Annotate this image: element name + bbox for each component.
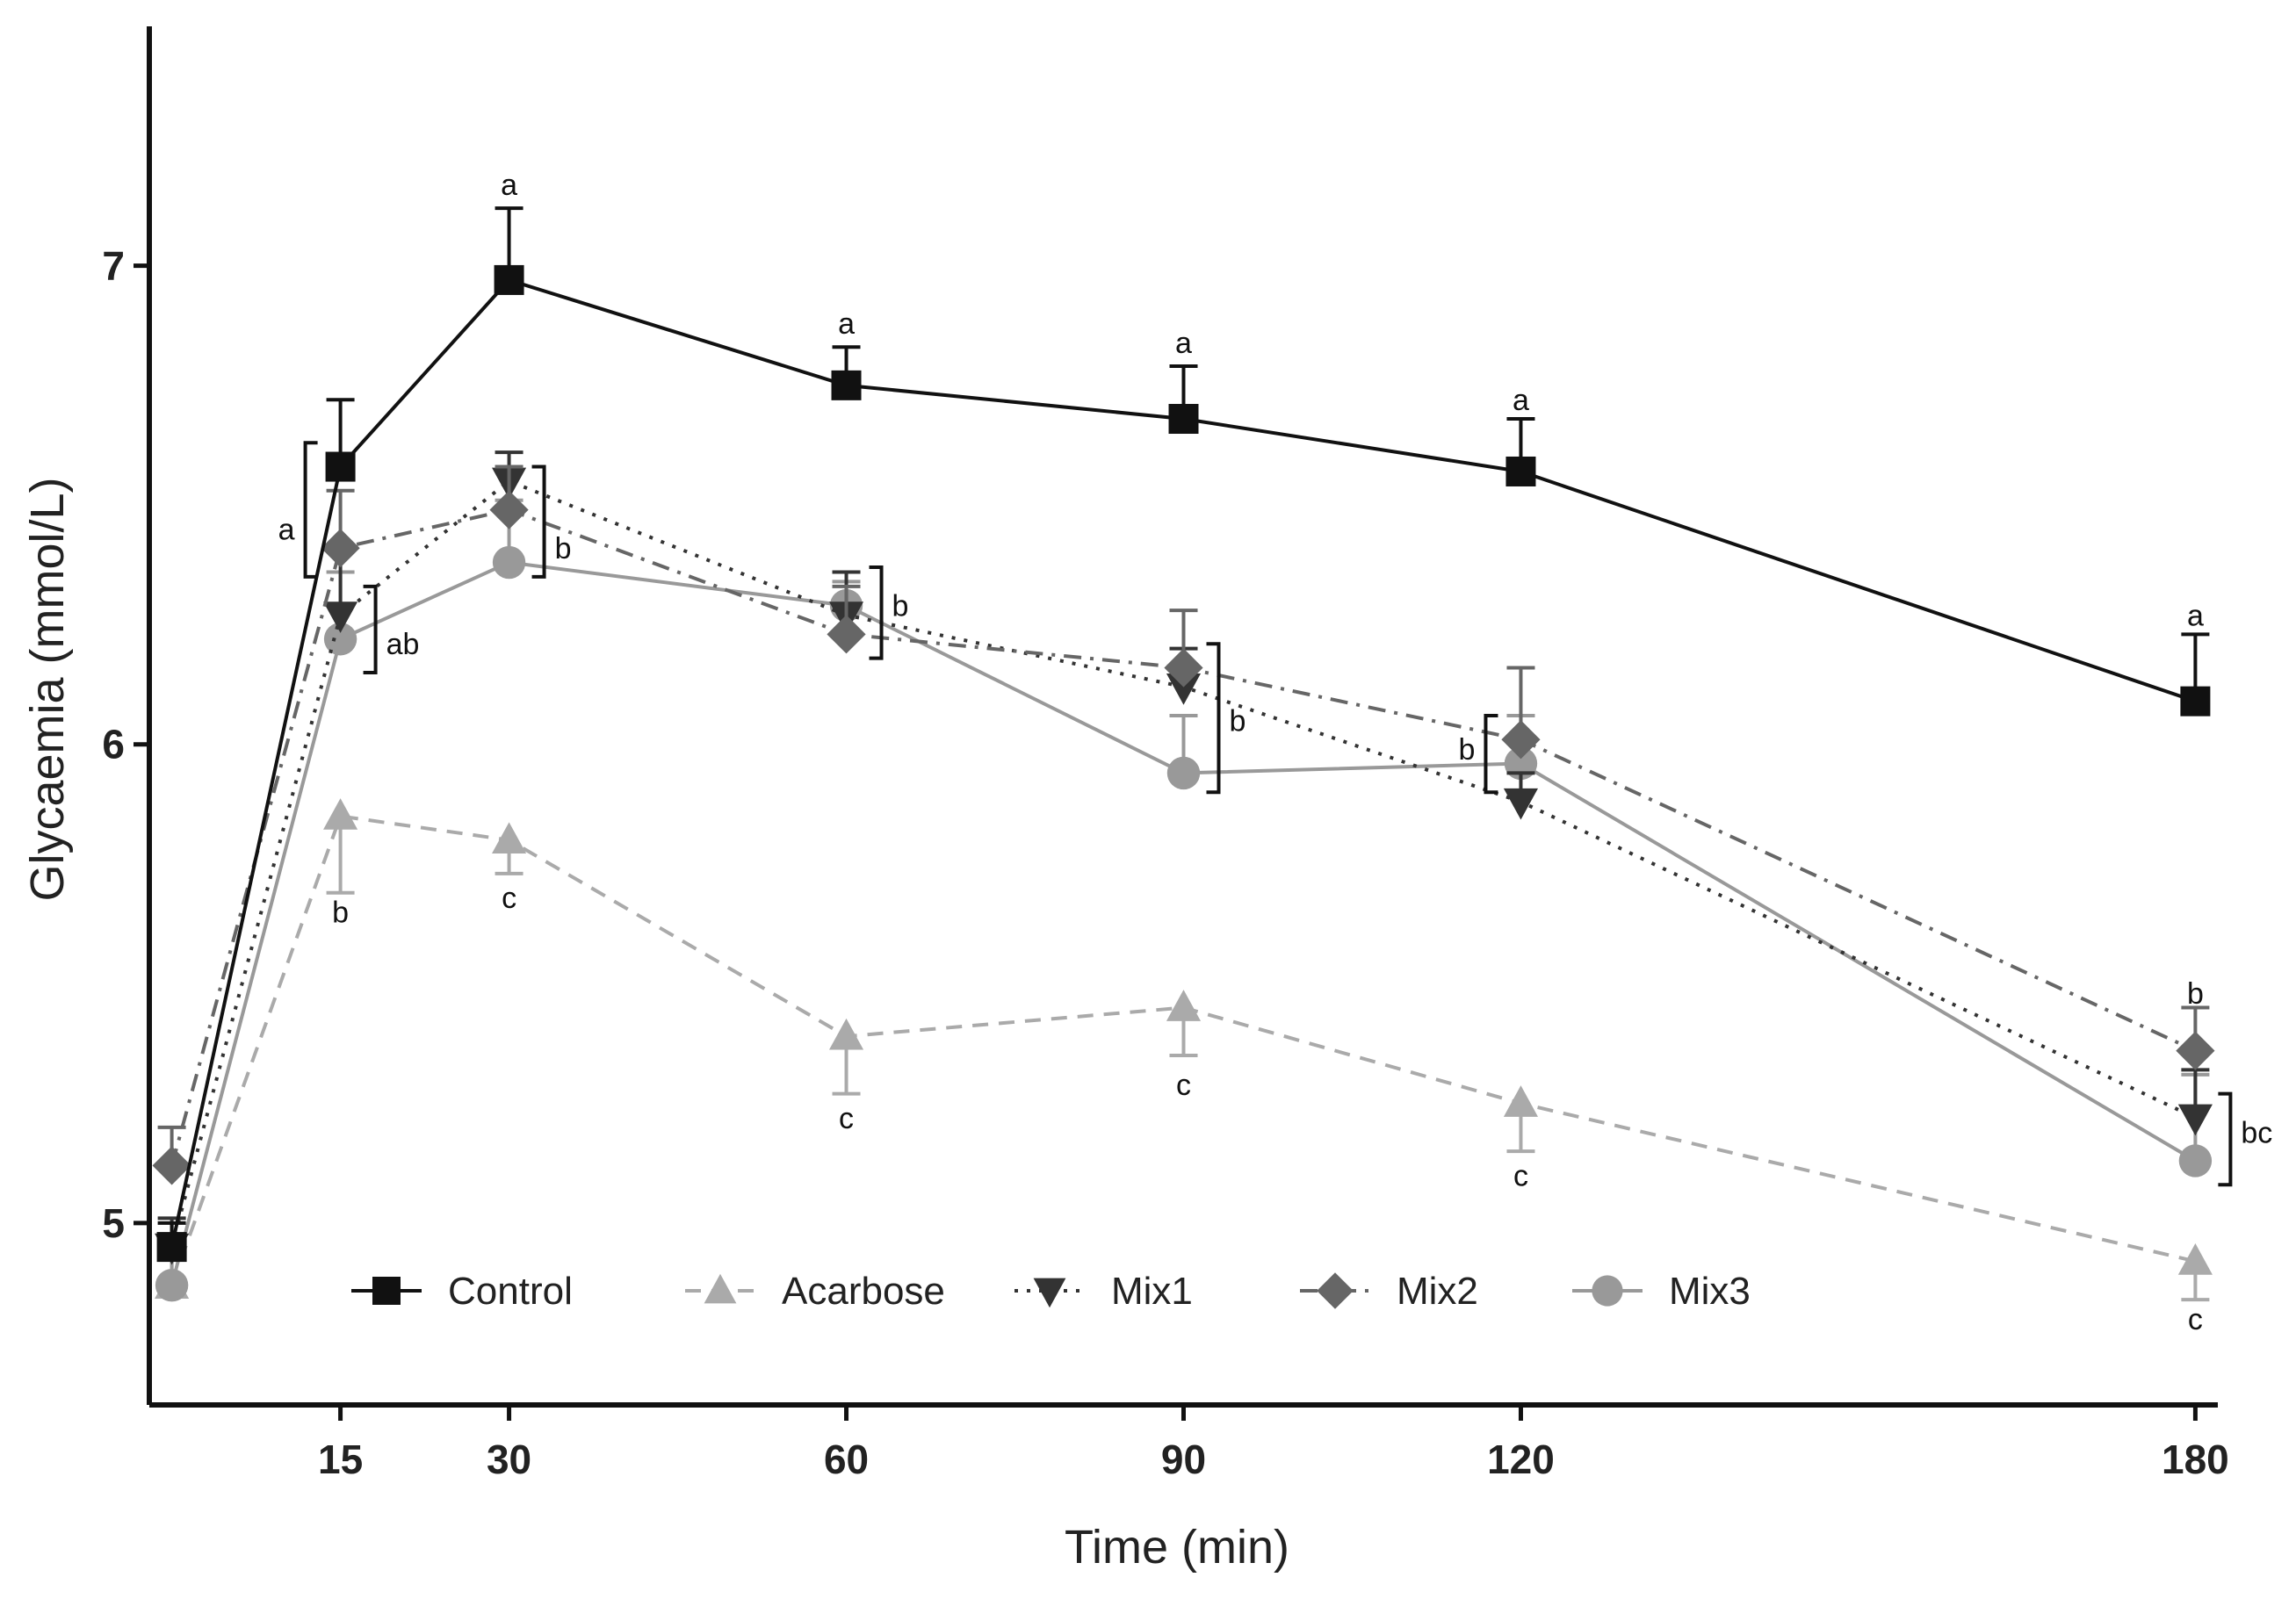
series-line-mix1 — [170, 479, 2197, 1248]
point-control-30 — [494, 264, 524, 295]
legend: Control Acarbose Mix1 Mix2 Mix3 — [351, 1270, 1751, 1313]
sig-label-0: a — [501, 169, 517, 202]
point-acarbose-60 — [828, 1018, 864, 1050]
x-tick-label-90: 90 — [1161, 1437, 1206, 1482]
point-acarbose-90 — [1166, 990, 1202, 1021]
sig-label-15: c — [1513, 1159, 1528, 1192]
point-mix1-180 — [2177, 1104, 2213, 1136]
point-mix3-90 — [1166, 756, 1201, 790]
sig-label-7: b — [332, 897, 349, 930]
point-acarbose-30 — [492, 822, 527, 854]
point-control-0 — [156, 1232, 187, 1263]
sig-bracket-6 — [363, 584, 378, 674]
legend-item-control: Control — [351, 1270, 573, 1313]
axes: 5 6 7 15 30 60 90 120 180 — [102, 26, 2229, 1482]
sig-bracket-5 — [303, 441, 318, 579]
legend-label-mix3: Mix3 — [1669, 1270, 1751, 1313]
point-mix3-15 — [323, 623, 357, 656]
point-control-15 — [325, 451, 356, 482]
point-control-60 — [831, 370, 862, 400]
sig-label-2: a — [1175, 327, 1192, 360]
sig-bracket-12 — [1206, 642, 1221, 795]
point-mix2-120 — [1501, 720, 1541, 760]
point-mix3-180 — [2178, 1144, 2213, 1177]
x-tick-label-120: 120 — [1487, 1437, 1555, 1482]
legend-marker-control — [372, 1277, 401, 1305]
point-mix1-15 — [323, 601, 358, 633]
point-acarbose-15 — [323, 798, 358, 830]
sig-label-14: b — [1459, 733, 1476, 767]
sig-label-12: b — [1230, 704, 1246, 738]
legend-item-mix1: Mix1 — [1014, 1270, 1193, 1313]
sig-label-3: a — [1513, 384, 1529, 417]
sig-bracket-14 — [1484, 714, 1498, 795]
point-mix3-30 — [492, 545, 526, 580]
sig-label-11: c — [839, 1102, 854, 1135]
legend-marker-mix1 — [1033, 1278, 1066, 1308]
series-mix2 — [152, 465, 2215, 1185]
point-mix2-30 — [489, 490, 529, 529]
point-acarbose-120 — [1503, 1085, 1539, 1117]
legend-item-mix3: Mix3 — [1572, 1270, 1751, 1313]
sig-bracket-10 — [869, 565, 884, 660]
series-mix1 — [155, 450, 2213, 1265]
sig-bracket-17 — [2218, 1091, 2233, 1187]
sig-label-4: a — [2187, 600, 2204, 633]
legend-marker-acarbose — [704, 1273, 737, 1304]
series-layer — [152, 206, 2215, 1302]
legend-label-mix1: Mix1 — [1111, 1270, 1193, 1313]
sig-label-5: a — [278, 513, 295, 546]
x-tick-label-60: 60 — [824, 1437, 869, 1482]
sig-label-1: a — [838, 307, 855, 341]
x-tick-label-15: 15 — [318, 1437, 363, 1482]
x-tick-label-30: 30 — [487, 1437, 531, 1482]
sig-label-10: b — [892, 590, 909, 623]
sig-label-18: c — [2188, 1303, 2203, 1336]
legend-label-control: Control — [448, 1270, 573, 1313]
x-axis-title: Time (min) — [1065, 1521, 1289, 1574]
y-tick-label-5: 5 — [102, 1200, 125, 1246]
point-mix2-90 — [1164, 648, 1203, 688]
legend-marker-mix2 — [1317, 1272, 1354, 1309]
point-mix2-60 — [827, 615, 866, 654]
sig-label-16: b — [2187, 977, 2204, 1011]
legend-marker-mix3 — [1592, 1275, 1623, 1307]
y-tick-label-6: 6 — [102, 722, 125, 767]
legend-label-mix2: Mix2 — [1397, 1270, 1478, 1313]
point-acarbose-180 — [2177, 1243, 2213, 1275]
legend-item-acarbose: Acarbose — [685, 1270, 945, 1313]
x-tick-label-180: 180 — [2162, 1437, 2229, 1482]
series-acarbose — [155, 798, 2213, 1302]
point-mix3-0 — [155, 1269, 189, 1302]
point-mix2-0 — [152, 1146, 191, 1185]
sig-label-13: c — [1176, 1069, 1191, 1102]
sig-label-17: bc — [2241, 1116, 2272, 1149]
sig-label-9: b — [555, 532, 572, 565]
sig-label-6: ab — [386, 628, 420, 661]
point-control-180 — [2180, 686, 2211, 717]
series-control — [156, 206, 2211, 1263]
point-mix1-90 — [1166, 673, 1202, 705]
series-line-mix2 — [170, 508, 2197, 1166]
point-mix2-15 — [321, 529, 360, 568]
y-tick-label-7: 7 — [102, 243, 125, 289]
point-mix2-180 — [2176, 1031, 2215, 1070]
point-control-120 — [1505, 456, 1536, 486]
point-control-90 — [1168, 404, 1199, 435]
point-mix1-120 — [1503, 788, 1539, 820]
sig-label-8: c — [502, 882, 516, 915]
legend-label-acarbose: Acarbose — [782, 1270, 945, 1313]
sig-bracket-9 — [531, 465, 546, 579]
y-axis-title: Glycaemia (mmol/L) — [21, 477, 74, 901]
legend-item-mix2: Mix2 — [1300, 1270, 1478, 1313]
